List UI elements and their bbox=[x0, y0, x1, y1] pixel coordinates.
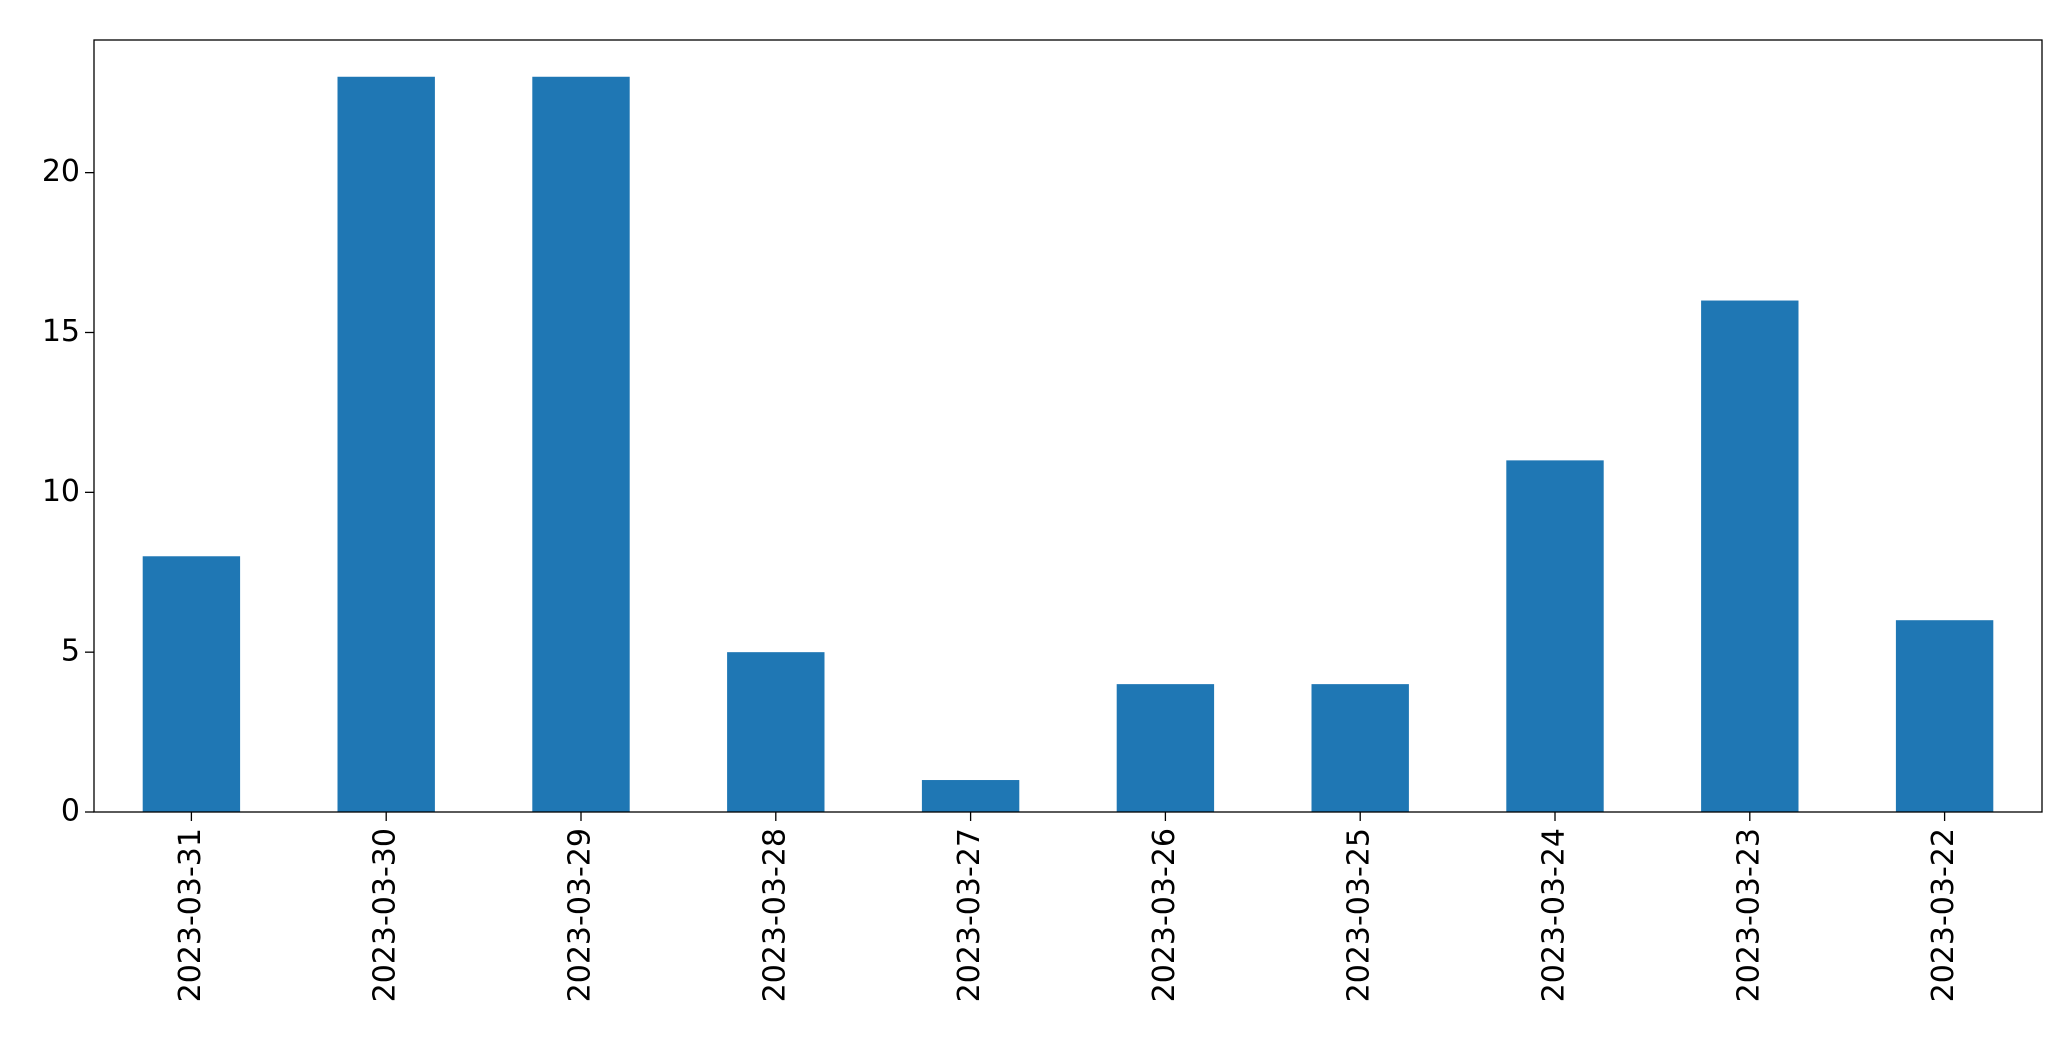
bar bbox=[337, 76, 435, 812]
x-tick-label: 2023-03-30 bbox=[368, 828, 403, 1002]
x-tick-label: 2023-03-31 bbox=[173, 828, 208, 1002]
x-tick-label: 2023-03-25 bbox=[1342, 828, 1377, 1002]
y-tick-label: 20 bbox=[42, 154, 80, 189]
bar bbox=[532, 76, 630, 812]
bar bbox=[1311, 684, 1409, 812]
x-tick-label: 2023-03-26 bbox=[1147, 828, 1182, 1002]
bar bbox=[1701, 300, 1799, 812]
bar bbox=[727, 652, 825, 812]
x-tick-label: 2023-03-24 bbox=[1537, 828, 1572, 1002]
bar bbox=[1116, 684, 1215, 812]
y-tick-label: 15 bbox=[42, 314, 80, 349]
x-tick-label: 2023-03-29 bbox=[563, 828, 598, 1002]
bar bbox=[1895, 620, 1994, 812]
y-tick-label: 0 bbox=[61, 794, 80, 829]
bar bbox=[921, 780, 1020, 812]
x-tick-label: 2023-03-23 bbox=[1731, 828, 1766, 1002]
bar bbox=[1506, 460, 1604, 812]
plot-frame bbox=[93, 39, 2043, 813]
y-tick-label: 10 bbox=[42, 474, 80, 509]
x-tick-label: 2023-03-27 bbox=[952, 828, 987, 1002]
x-tick-label: 2023-03-22 bbox=[1926, 828, 1961, 1002]
y-tick-label: 5 bbox=[61, 634, 80, 669]
x-tick-label: 2023-03-28 bbox=[757, 828, 792, 1002]
bar bbox=[142, 556, 241, 812]
